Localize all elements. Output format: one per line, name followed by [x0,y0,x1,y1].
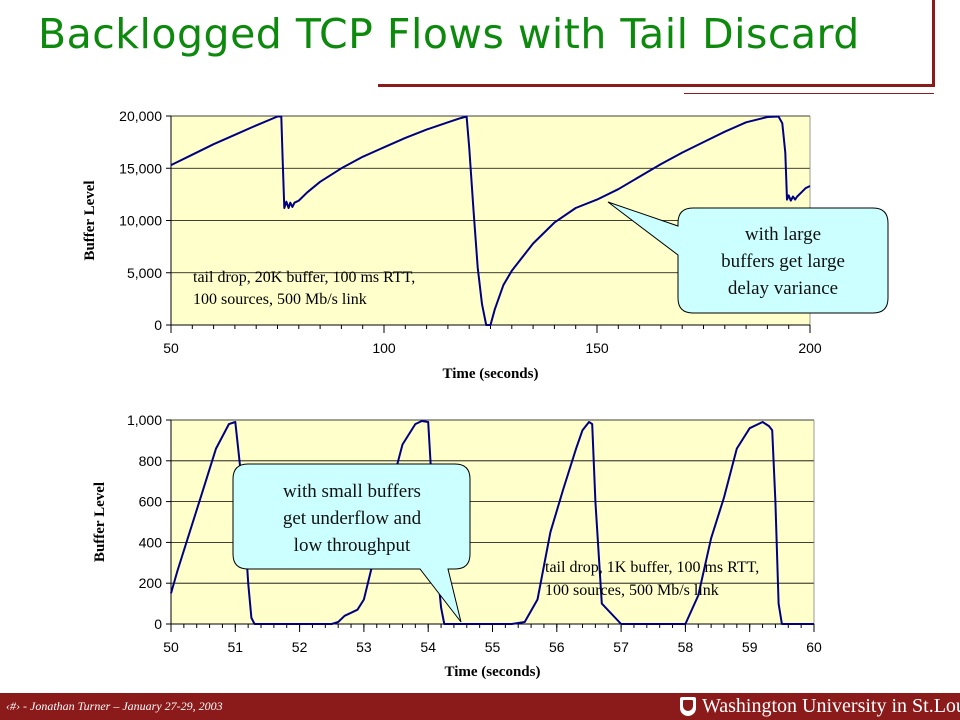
bottom-x-axis-title: Time (seconds) [445,664,541,680]
top-y-tick-label: 5,000 [127,265,162,281]
bottom-y-tick-label: 200 [139,575,163,591]
charts-canvas: 0 5,000 10,000 15,000 20,000 50 100 150 200 Time … [82,108,889,680]
callout-small-buffers-line-1: with small buffers [283,481,421,502]
university-shield-icon [680,696,696,716]
bottom-y-tick-label: 400 [139,534,163,550]
bottom-x-tick-label: 59 [742,639,758,655]
bottom-x-tick-label: 51 [228,639,244,655]
university-logo-text: Washington University in St.Louis [702,694,960,717]
callout-small-buffers-line-3: low throughput [294,535,411,556]
title-rule-secondary [684,93,934,94]
footer-text: ‹#› - Jonathan Turner – January 27-29, 2… [6,699,223,713]
callout-large-buffers-line-2: buffers get large [721,251,845,272]
bottom-x-tick-label: 52 [292,639,308,655]
top-y-tick-label: 0 [154,317,162,333]
callout-small-buffers-line-2: get underflow and [283,508,422,529]
top-x-tick-label: 200 [798,340,822,356]
bottom-y-tick-label: 1,000 [127,412,162,428]
top-y-tick-label: 20,000 [119,108,162,124]
bottom-x-tick-label: 53 [356,639,372,655]
bottom-annotation-line: 100 sources, 500 Mb/s link [545,582,719,599]
bottom-x-tick-label: 56 [549,639,565,655]
bottom-x-tick-label: 57 [613,639,629,655]
bottom-x-tick-label: 60 [806,639,822,655]
title-rule-vertical [932,0,935,87]
top-annotation-line: 100 sources, 500 Mb/s link [193,291,367,308]
bottom-series-line [170,420,814,625]
bottom-x-tick-label: 58 [678,639,694,655]
callout-small-buffers-shape [232,463,471,623]
bottom-x-tick-label: 55 [485,639,501,655]
bottom-y-tick-label: 800 [139,453,163,469]
title-underline [378,84,934,87]
top-y-tick-label: 10,000 [119,213,162,229]
bottom-y-axis-title: Buffer Level [92,482,108,562]
top-x-tick-label: 150 [585,340,609,356]
top-x-tick-label: 50 [163,340,179,356]
callout-large-buffers-line-3: delay variance [728,278,838,299]
top-series-line [170,115,811,326]
top-y-axis-title: Buffer Level [82,180,98,260]
bottom-y-tick-label: 600 [139,494,163,510]
university-logo: Washington University in St.Louis [680,695,960,717]
footer-bar [0,693,960,720]
bottom-y-tick-label: 0 [154,616,162,632]
bottom-x-tick-label: 54 [420,639,436,655]
top-x-axis-title: Time (seconds) [443,366,539,382]
top-x-tick-label: 100 [372,340,396,356]
callout-large-buffers-shape [607,201,889,314]
slide-title: Backlogged TCP Flows with Tail Discard [38,10,860,58]
top-y-tick-label: 15,000 [119,160,162,176]
chart-buffer-1k: 0 200 400 600 800 1,000 50 51 52 53 54 55 56 57 58 59 60… [92,412,822,680]
bottom-x-tick-label: 50 [163,639,179,655]
callout-large-buffers-line-1: with large [745,224,821,245]
callout-large-buffers: with large buffers get large delay varia… [607,201,889,314]
callout-small-buffers: with small buffers get underflow and low… [232,463,471,623]
bottom-annotation-line: tail drop, 1K buffer, 100 ms RTT, [545,559,759,576]
top-annotation-line: tail drop, 20K buffer, 100 ms RTT, [193,269,415,286]
